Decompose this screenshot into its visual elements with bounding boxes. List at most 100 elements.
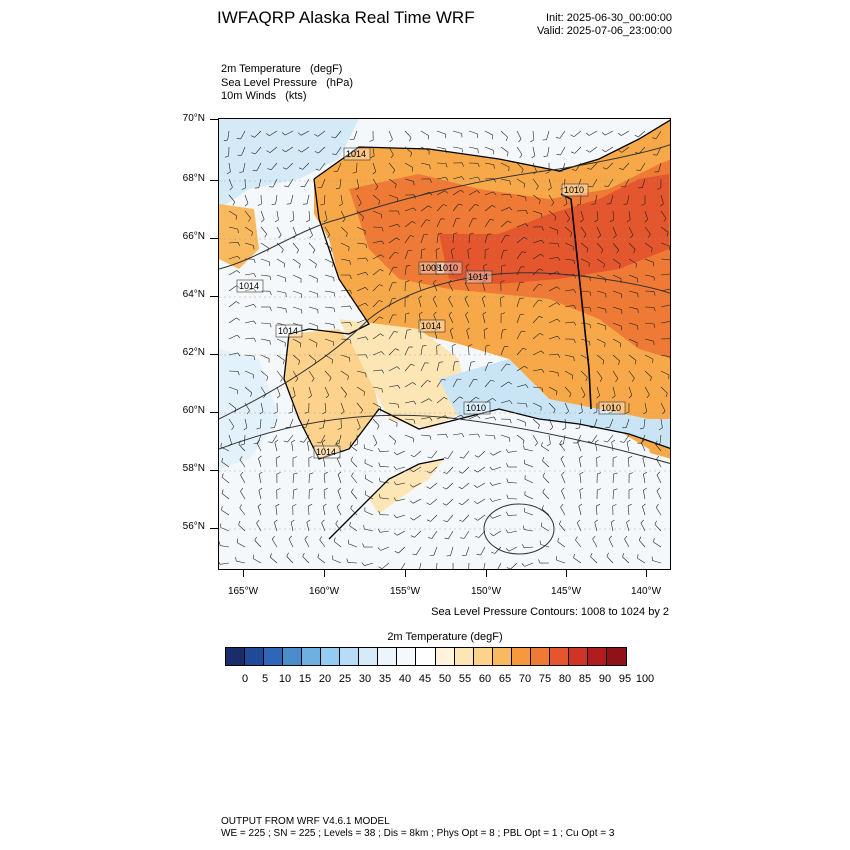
- wind-barb: [228, 242, 239, 244]
- wind-barb: [482, 314, 486, 324]
- wind-barb-flag: [426, 471, 431, 474]
- wind-barb: [274, 442, 278, 452]
- wind-barb: [596, 226, 602, 236]
- wind-barb-flag: [309, 488, 314, 491]
- wind-barb: [464, 282, 470, 292]
- wind-barb: [356, 319, 366, 324]
- wind-barb-flag: [506, 478, 509, 483]
- wind-barb: [660, 418, 663, 428]
- wind-barb: [372, 178, 379, 187]
- wind-barb: [404, 418, 415, 421]
- wind-barb-flag: [561, 487, 565, 492]
- wind-barb: [256, 523, 262, 532]
- wind-barb: [500, 130, 508, 138]
- wind-barb-flag: [411, 167, 414, 172]
- wind-barb: [286, 162, 294, 170]
- wind-barb: [420, 434, 431, 437]
- wind-barb: [356, 194, 362, 204]
- wind-barb: [420, 380, 428, 388]
- wind-barb: [590, 162, 598, 170]
- wind-barb: [276, 210, 279, 220]
- wind-barb-flag: [492, 398, 497, 402]
- wind-barb: [532, 146, 536, 156]
- wind-barb-flag: [365, 354, 368, 359]
- wind-barb-flag: [601, 132, 606, 136]
- wind-barb-flag: [624, 535, 628, 540]
- wind-barb-flag: [427, 537, 432, 539]
- wind-barb-flag: [319, 536, 323, 540]
- wind-barb: [500, 346, 505, 356]
- wind-barb-flag: [500, 312, 506, 315]
- wind-barb-flag: [572, 169, 577, 171]
- lat-tick: [210, 354, 218, 355]
- wind-barb: [628, 354, 637, 361]
- wind-barb: [380, 530, 390, 533]
- wind-barb: [303, 434, 310, 443]
- wind-barb-flag: [344, 393, 347, 398]
- wind-barb-flag: [392, 169, 396, 174]
- wind-barb: [381, 562, 390, 569]
- lat-tick: [210, 528, 218, 529]
- wind-barb-flag: [448, 311, 452, 316]
- wind-barb: [356, 178, 360, 188]
- wind-barb: [524, 463, 534, 468]
- wind-barb-flag: [665, 393, 668, 398]
- wind-barb-flag: [293, 472, 298, 475]
- wind-barb-flag: [630, 234, 634, 239]
- wind-barb-flag: [271, 203, 276, 205]
- pressure-label-box: [463, 401, 491, 415]
- wind-barb: [221, 509, 230, 516]
- wind-barb: [612, 258, 621, 265]
- wind-barb: [429, 498, 438, 505]
- wind-barb: [477, 482, 486, 488]
- pressure-label: 1010: [564, 185, 584, 195]
- wind-barb-flag: [331, 359, 333, 364]
- wind-barb-flag: [468, 344, 473, 347]
- wind-barb: [466, 330, 470, 340]
- wind-barb-flag: [337, 487, 342, 491]
- wind-barb-flag: [669, 356, 670, 360]
- wind-barb-flag: [539, 332, 544, 336]
- wind-barb-flag: [261, 219, 265, 223]
- wind-barb-flag: [323, 487, 328, 491]
- wind-barb: [372, 333, 381, 340]
- wind-barb: [340, 354, 350, 358]
- wind-barb-flag: [637, 293, 639, 298]
- wind-barb: [577, 178, 582, 188]
- wind-barb-flag: [656, 471, 661, 476]
- wind-barb-flag: [380, 254, 385, 258]
- wind-barb: [564, 226, 573, 234]
- wind-barb-flag: [365, 272, 369, 276]
- colorbar-label: 15: [298, 673, 312, 685]
- wind-barb-flag: [441, 379, 446, 381]
- wind-barb: [292, 338, 302, 344]
- wind-barb: [607, 178, 614, 187]
- wind-barb-flag: [324, 471, 328, 475]
- wind-barb-flag: [350, 456, 353, 461]
- wind-barb-flag: [508, 381, 512, 385]
- wind-barb-flag: [506, 511, 509, 516]
- wind-barb: [324, 226, 331, 235]
- wind-barb: [244, 370, 254, 375]
- wind-barb: [573, 130, 582, 137]
- wind-barb-flag: [256, 439, 260, 444]
- wind-barb-flag: [283, 440, 288, 443]
- wind-barb-flag: [448, 279, 452, 284]
- wind-barb-flag: [505, 235, 510, 237]
- wind-barb-flag: [572, 375, 574, 380]
- wind-barb-flag: [302, 203, 308, 205]
- wind-barb: [269, 146, 278, 153]
- wind-barb-flag: [355, 187, 359, 191]
- colorbar-label: 25: [338, 673, 352, 685]
- wind-barb: [483, 562, 486, 569]
- wind-barb: [468, 204, 476, 212]
- wind-barb-flag: [253, 337, 257, 342]
- wind-barb: [612, 489, 614, 500]
- wind-barb: [239, 507, 246, 516]
- wind-barb: [590, 556, 598, 564]
- wind-barb: [257, 506, 262, 516]
- wind-barb-flag: [628, 456, 633, 459]
- wind-barb: [420, 417, 430, 420]
- wind-barb-flag: [616, 249, 619, 254]
